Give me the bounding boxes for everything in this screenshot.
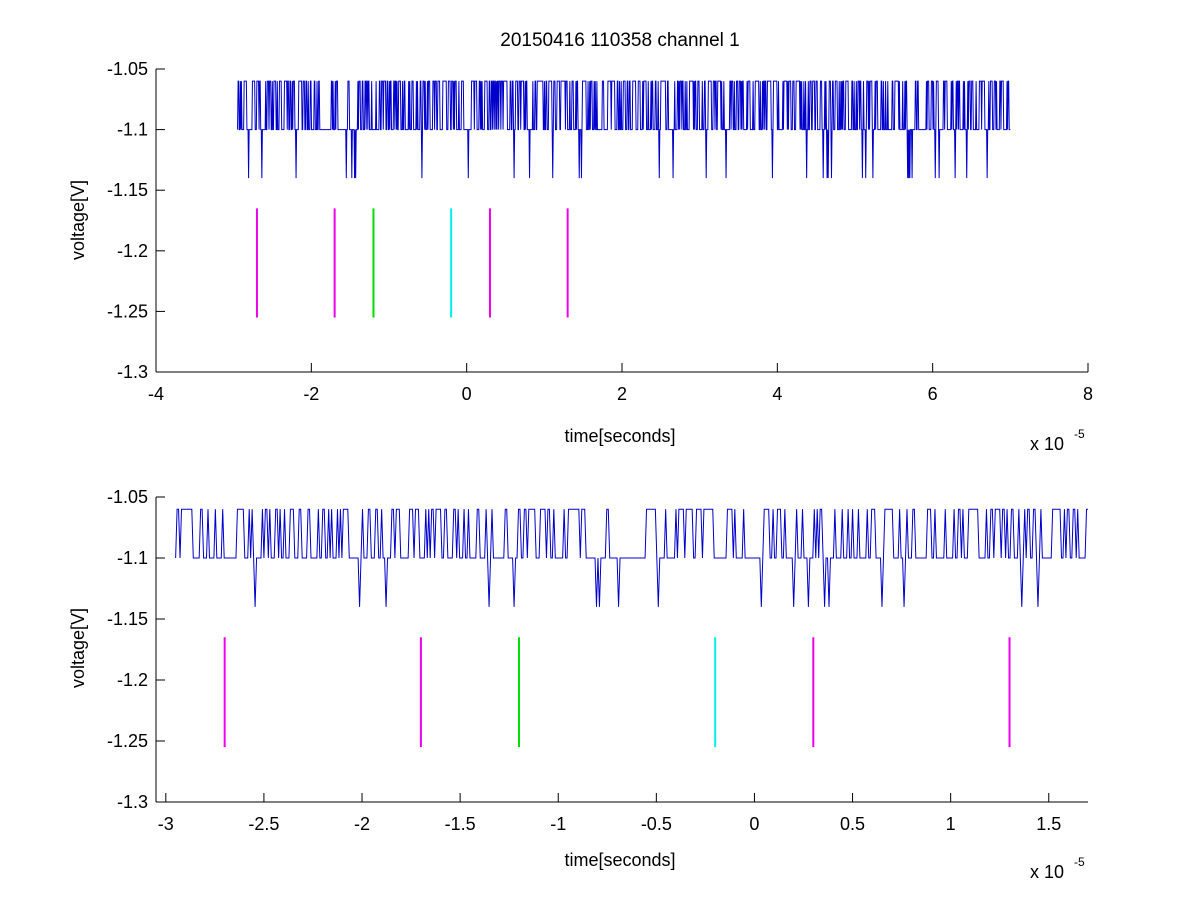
- top-plot-x-exponent: -5: [1074, 427, 1085, 441]
- top-plot-y-tick-label: -1.1: [117, 120, 148, 140]
- bottom-plot-x-tick-label: -2.5: [248, 814, 279, 834]
- bottom-plot-x-tick-label: -2: [354, 814, 370, 834]
- top-plot-x-tick-label: 0: [462, 384, 472, 404]
- top-plot-y-tick-label: -1.3: [117, 362, 148, 382]
- top-plot-x-tick-label: 4: [772, 384, 782, 404]
- top-plot-panel: -4 -2 0 2 4 6 8 -1.3 -1.25 -1.2 -1.15 -1.1 -1.05 tim…: [68, 59, 1093, 454]
- top-plot-axes: -4 -2 0 2 4 6 8 -1.3 -1.25 -1.2 -1.15 -1.1 -1.05: [107, 59, 1093, 404]
- bottom-plot-y-tick-label: -1.1: [117, 548, 148, 568]
- bottom-plot-x-tick-label: 0.5: [840, 814, 865, 834]
- bottom-plot-y-tick-label: -1.3: [117, 792, 148, 812]
- bottom-plot-x-tick-label: 0: [749, 814, 759, 834]
- bottom-plot-x-tick-label: 1.5: [1036, 814, 1061, 834]
- bottom-plot-x-tick-label: -1: [550, 814, 566, 834]
- bottom-plot-x-exponent: -5: [1074, 855, 1085, 869]
- bottom-plot-y-tick-label: -1.2: [117, 670, 148, 690]
- top-plot-x-tick-label: 8: [1083, 384, 1093, 404]
- bottom-plot-x-tick-label: -0.5: [641, 814, 672, 834]
- bottom-plot-x-tick-label: -3: [158, 814, 174, 834]
- top-plot-signal-line: [237, 80, 1011, 179]
- top-plot-markers: [255, 208, 569, 318]
- top-plot-labels: time[seconds] voltage[V] x 10 -5: [68, 180, 1085, 454]
- top-plot-signal-trace: [237, 80, 1011, 179]
- top-plot-x-exponent-label: x 10: [1030, 434, 1064, 454]
- top-plot-xlabel: time[seconds]: [564, 426, 675, 446]
- top-plot-x-tick-label: -4: [148, 384, 164, 404]
- bottom-plot-panel: -3 -2.5 -2 -1.5 -1 -0.5 0 0.5 1 1.5 -1.3 -1.25 -1.2 -…: [68, 487, 1088, 882]
- top-plot-ylabel: voltage[V]: [68, 180, 88, 260]
- bottom-plot-labels: time[seconds] voltage[V] x 10 -5: [68, 608, 1085, 882]
- bottom-plot-signal-trace: [175, 508, 1088, 607]
- bottom-plot-signal-line: [175, 508, 1088, 607]
- figure-title: 20150416 110358 channel 1: [500, 30, 740, 51]
- bottom-plot-x-tick-label: -1.5: [445, 814, 476, 834]
- top-plot-y-tick-label: -1.15: [107, 180, 148, 200]
- bottom-plot-markers: [223, 637, 1011, 748]
- bottom-plot-ylabel: voltage[V]: [68, 608, 88, 688]
- top-plot-y-tick-label: -1.05: [107, 59, 148, 79]
- bottom-plot-y-tick-label: -1.15: [107, 609, 148, 629]
- bottom-plot-y-tick-label: -1.25: [107, 731, 148, 751]
- bottom-plot-y-tick-label: -1.05: [107, 487, 148, 507]
- top-plot-x-tick-label: 6: [928, 384, 938, 404]
- bottom-plot-xlabel: time[seconds]: [564, 850, 675, 870]
- top-plot-y-tick-label: -1.25: [107, 301, 148, 321]
- top-plot-y-tick-label: -1.2: [117, 241, 148, 261]
- bottom-plot-x-tick-label: 1: [946, 814, 956, 834]
- bottom-plot-axes: -3 -2.5 -2 -1.5 -1 -0.5 0 0.5 1 1.5 -1.3 -1.25 -1.2 -…: [107, 487, 1088, 834]
- top-plot-x-tick-label: -2: [303, 384, 319, 404]
- top-plot-x-tick-label: 2: [617, 384, 627, 404]
- bottom-plot-x-exponent-label: x 10: [1030, 862, 1064, 882]
